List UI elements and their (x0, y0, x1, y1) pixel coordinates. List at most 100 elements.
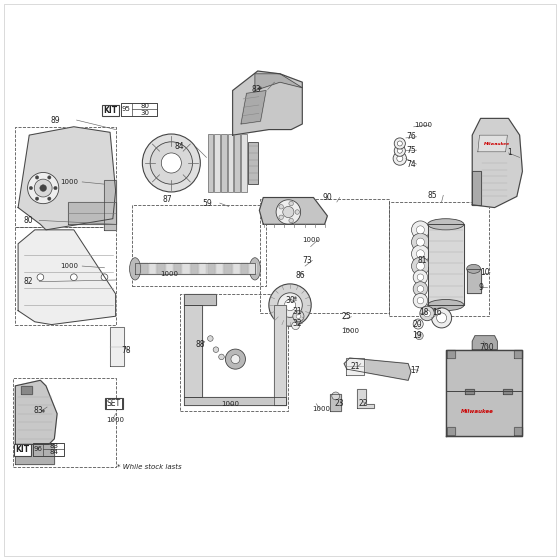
Polygon shape (472, 118, 522, 208)
Polygon shape (18, 127, 115, 230)
Text: 83: 83 (49, 444, 58, 449)
Polygon shape (447, 350, 455, 358)
Circle shape (432, 308, 451, 328)
Text: KIT: KIT (16, 445, 30, 455)
Circle shape (424, 310, 431, 317)
Bar (191, 263, 198, 274)
Circle shape (417, 226, 424, 234)
Text: 10: 10 (480, 268, 490, 277)
Circle shape (71, 274, 77, 281)
Bar (141, 263, 148, 274)
Polygon shape (15, 380, 57, 445)
Polygon shape (15, 445, 54, 464)
Text: 25: 25 (341, 312, 351, 321)
Text: 1000: 1000 (414, 122, 432, 128)
Text: 700: 700 (479, 343, 494, 352)
Circle shape (269, 284, 311, 326)
Polygon shape (428, 224, 464, 305)
Ellipse shape (428, 300, 464, 311)
Polygon shape (184, 305, 202, 397)
Ellipse shape (129, 258, 141, 280)
Text: 16: 16 (432, 309, 442, 318)
Circle shape (101, 274, 108, 281)
Circle shape (37, 274, 44, 281)
Circle shape (413, 270, 428, 284)
Bar (216, 263, 223, 274)
Polygon shape (330, 394, 341, 411)
Circle shape (412, 233, 430, 251)
Polygon shape (255, 74, 302, 91)
Circle shape (289, 218, 293, 223)
Polygon shape (274, 305, 286, 405)
Circle shape (394, 138, 405, 149)
Circle shape (295, 210, 300, 214)
Text: 31: 31 (292, 307, 302, 316)
Text: 82: 82 (24, 277, 33, 286)
Polygon shape (18, 230, 115, 325)
Circle shape (412, 221, 430, 239)
Circle shape (412, 257, 430, 275)
Circle shape (417, 286, 424, 292)
Polygon shape (184, 294, 216, 305)
Text: 74: 74 (407, 160, 416, 169)
Text: 30: 30 (286, 296, 295, 305)
Polygon shape (241, 91, 266, 124)
Text: 89: 89 (50, 115, 60, 124)
Polygon shape (232, 71, 302, 135)
Circle shape (35, 176, 39, 179)
Circle shape (142, 134, 200, 192)
Circle shape (394, 145, 405, 156)
Ellipse shape (428, 219, 464, 230)
Ellipse shape (466, 264, 480, 273)
Polygon shape (466, 269, 480, 293)
Bar (214, 134, 220, 192)
Circle shape (417, 297, 424, 304)
Bar (248, 142, 258, 184)
Text: 22: 22 (358, 399, 367, 408)
Polygon shape (514, 350, 522, 358)
Polygon shape (68, 202, 115, 224)
Circle shape (417, 250, 424, 258)
Text: 23: 23 (335, 399, 344, 408)
Text: 76: 76 (407, 132, 416, 141)
Polygon shape (346, 358, 363, 375)
Circle shape (397, 156, 403, 161)
Text: 83: 83 (34, 407, 43, 416)
Polygon shape (135, 263, 255, 274)
Text: 1: 1 (507, 148, 512, 157)
Circle shape (416, 332, 423, 339)
Text: 1000: 1000 (222, 401, 240, 407)
Circle shape (35, 197, 39, 200)
Circle shape (34, 179, 52, 197)
Circle shape (417, 238, 424, 246)
Circle shape (231, 354, 240, 363)
Text: 59: 59 (202, 199, 212, 208)
Text: SET: SET (106, 399, 122, 408)
Text: 84: 84 (174, 142, 184, 151)
Bar (241, 263, 248, 274)
Polygon shape (105, 180, 115, 230)
Bar (241, 134, 246, 192)
Text: 90: 90 (323, 193, 333, 202)
Text: 1000: 1000 (341, 328, 360, 334)
Circle shape (150, 142, 193, 184)
Text: 32: 32 (292, 319, 302, 328)
Bar (221, 134, 226, 192)
Text: * While stock lasts: * While stock lasts (116, 464, 181, 470)
Circle shape (289, 201, 293, 206)
Circle shape (397, 141, 402, 146)
Text: Milwaukee: Milwaukee (484, 142, 510, 146)
Circle shape (332, 392, 339, 400)
Polygon shape (514, 427, 522, 435)
Ellipse shape (249, 258, 260, 280)
Circle shape (393, 152, 407, 165)
Text: 20: 20 (413, 320, 422, 329)
Bar (149, 263, 156, 274)
Bar (208, 263, 215, 274)
Text: *: * (258, 86, 262, 95)
Bar (234, 134, 240, 192)
Text: 80: 80 (140, 104, 149, 109)
Text: 87: 87 (163, 195, 172, 204)
Circle shape (225, 349, 245, 369)
Polygon shape (110, 328, 124, 366)
